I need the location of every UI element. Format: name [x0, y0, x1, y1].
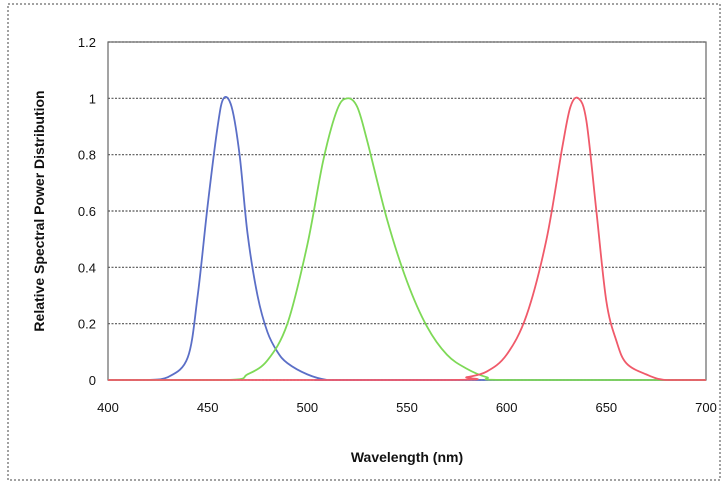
x-tick-label: 500 — [296, 400, 318, 415]
y-tick-label: 0.4 — [78, 260, 96, 275]
y-tick-label: 0.2 — [78, 317, 96, 332]
x-tick-label: 400 — [97, 400, 119, 415]
series-line-2 — [107, 97, 706, 381]
y-tick-label: 1 — [89, 91, 96, 106]
y-axis-title: Relative Spectral Power Distribution — [31, 90, 47, 331]
x-tick-label: 700 — [695, 400, 717, 415]
x-tick-label: 600 — [496, 400, 518, 415]
y-tick-label: 0.6 — [78, 204, 96, 219]
series-layer — [107, 96, 706, 381]
y-tick-label: 1.2 — [78, 35, 96, 50]
y-tick-labels: 0 0.2 0.4 0.6 0.8 1 1.2 — [78, 35, 96, 388]
grid-layer — [108, 41, 706, 381]
x-tick-labels: 400 450 500 550 600 650 700 — [97, 400, 717, 415]
x-tick-label: 550 — [396, 400, 418, 415]
x-axis-title: Wavelength (nm) — [351, 449, 463, 465]
y-tick-label: 0.8 — [78, 148, 96, 163]
y-tick-label: 0 — [89, 373, 96, 388]
x-tick-label: 450 — [197, 400, 219, 415]
x-tick-label: 650 — [595, 400, 617, 415]
series-line-1 — [107, 96, 706, 381]
chart-frame — [7, 3, 721, 481]
series-line-3 — [107, 96, 706, 381]
